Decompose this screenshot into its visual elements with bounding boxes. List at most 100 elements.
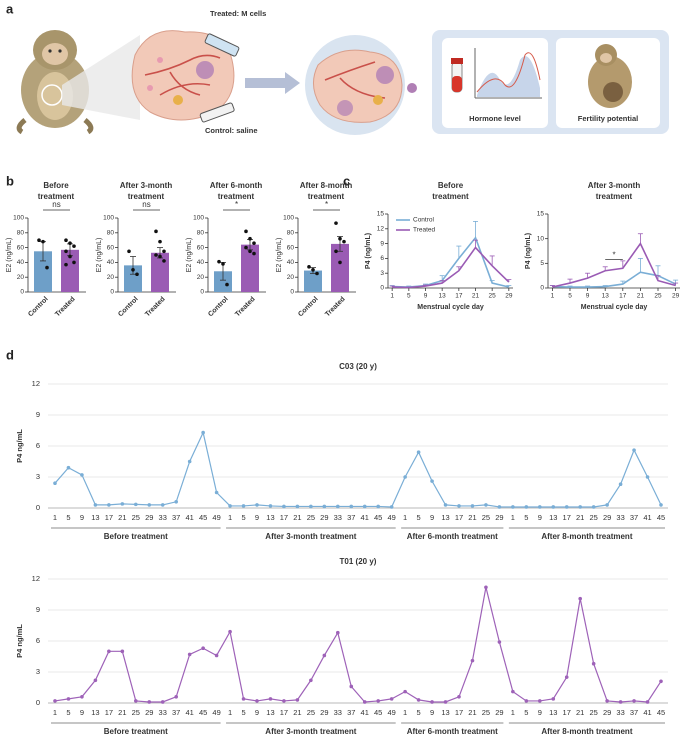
x-tick-label: 25 [132,708,140,717]
x-tick-label: 17 [563,513,571,522]
data-point [241,697,246,701]
segment-connector [498,641,514,692]
x-tick-label: 25 [482,513,490,522]
bar [214,271,232,292]
data-point [244,229,248,234]
x-tick-label: 37 [347,513,355,522]
chart-title: treatment [308,192,345,201]
x-tick-label: 21 [118,708,126,717]
data-point [334,221,338,225]
data-point [659,503,663,507]
y-tick-label: 0 [200,289,204,296]
y-tick-label: 20 [197,274,205,281]
significance-label: * [235,200,238,209]
x-tick-label: 21 [468,513,476,522]
x-tick-label: 41 [361,708,369,717]
data-point [315,271,319,276]
y-axis-label: E2 (ng/mL) [186,238,193,273]
data-point [578,596,582,601]
data-point [252,241,256,245]
y-tick-label: 100 [103,215,114,222]
segment-connector [216,631,231,656]
data-point [470,658,475,663]
x-tick-label: 49 [212,513,220,522]
x-tick-label: 21 [293,513,301,522]
data-point [252,251,256,256]
data-point [120,502,125,506]
x-tick-label: 1 [228,708,232,717]
x-tick-label: 45 [199,708,207,717]
y-tick-label: 60 [287,244,295,251]
data-point [80,695,84,699]
monkey-illustration [16,30,94,135]
group-label: After 8-month treatment [541,727,632,736]
bar [331,243,349,292]
bar [124,265,142,292]
data-point [605,699,609,703]
data-point [120,649,125,654]
x-tick-label: 9 [255,708,259,717]
x-tick-label: 1 [228,513,232,522]
panel-label: b [6,173,14,188]
data-point [134,699,138,703]
data-point [248,236,252,241]
data-point [45,265,49,270]
bar [241,244,259,292]
y-tick-label: 0 [20,289,24,296]
x-tick-label: 17 [455,293,463,300]
data-point [511,689,515,694]
chart-title: treatment [596,192,633,201]
data-point [376,504,381,509]
data-point [309,504,313,509]
x-axis-label: Menstrual cycle day [417,304,484,311]
data-point [268,504,273,508]
group-label: After 3-month treatment [265,727,356,736]
arrow [245,72,300,94]
segment-connector [391,476,406,508]
group-label: Before treatment [104,532,168,541]
data-point [225,282,229,287]
series-line [404,450,500,508]
x-tick-label: 17 [619,293,627,300]
legend-label: Control [413,217,435,224]
data-point [564,505,569,509]
data-point [349,504,354,509]
x-tick-label: 33 [334,708,342,717]
data-point [338,260,342,265]
x-tick-label: 21 [472,293,480,300]
x-tick-label: 33 [616,708,624,717]
y-tick-label: 40 [107,259,115,266]
bar [151,252,169,292]
x-tick-label: 1 [403,513,407,522]
chart-title: treatment [128,192,165,201]
data-point [127,249,131,254]
x-tick-label: 17 [455,513,463,522]
x-tick-label: 13 [266,708,274,717]
x-tick-label: 21 [576,708,584,717]
data-point [645,475,650,479]
x-tick-label: 17 [280,513,288,522]
data-point [160,700,165,704]
y-tick-label: 5 [540,260,544,267]
data-point [268,697,273,701]
data-point [241,504,246,508]
data-point [336,630,340,635]
segment-connector [216,492,231,507]
x-tick-label: 21 [468,708,476,717]
chart-title: After 3-month [120,181,173,190]
data-point [201,430,205,435]
bar [61,249,79,292]
x-tick-label: 9 [538,513,542,522]
treated-label: Treated: M cells [210,9,266,18]
x-tick-label: 21 [118,513,126,522]
x-tick-label: 1 [511,708,515,717]
data-point [147,700,152,704]
x-tick-label: 29 [320,513,328,522]
x-tick-label: 9 [538,708,542,717]
data-point [618,700,623,704]
data-point [64,238,68,242]
control-label: Control: saline [205,126,258,135]
data-point [342,239,346,244]
series-line [392,246,510,289]
